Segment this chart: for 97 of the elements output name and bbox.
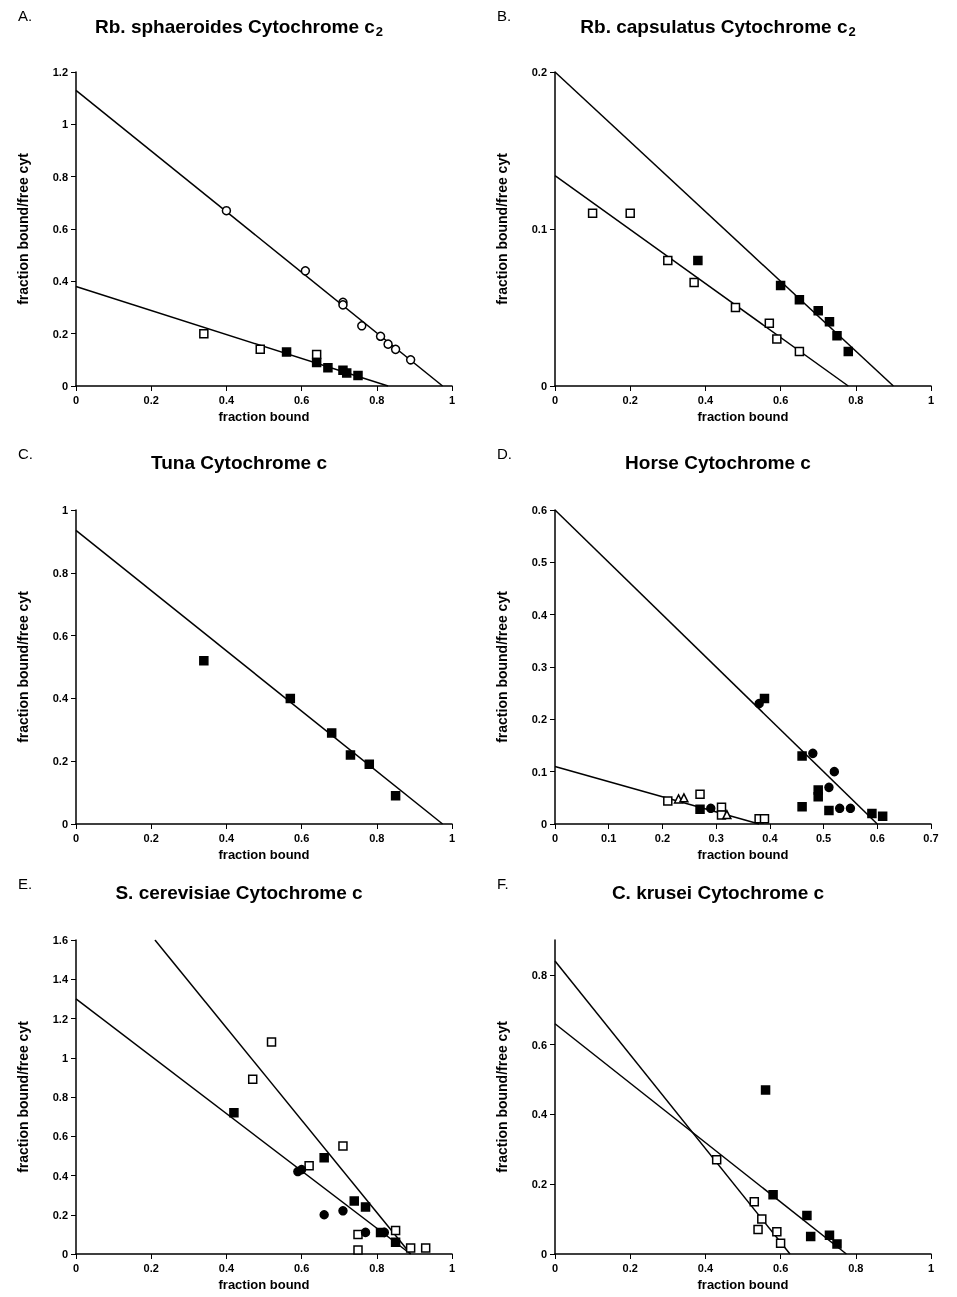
x-tick-label: 0.8 [369,831,385,844]
x-tick-label: 0.2 [143,831,159,844]
x-tick-label: 0.4 [218,1261,235,1274]
x-tick-label: 0.8 [848,393,864,406]
y-tick-label: 0 [61,380,68,392]
y-tick-label: 0 [540,818,547,830]
x-tick-label: 0.6 [772,1261,789,1274]
x-tick-label: 1 [448,831,456,844]
x-tick-label: 0.8 [369,393,385,406]
x-tick-label: 0.7 [923,831,939,844]
text: A. [18,7,33,24]
x-tick-label: 0.8 [369,1261,385,1274]
y-tick-label: 0.8 [531,968,547,981]
x-tick-label: 0.2 [143,1261,159,1274]
x-tick-label: 0.4 [697,1261,714,1274]
x-tick-label: 1 [927,1261,935,1274]
y-tick-label: 0.8 [52,1091,68,1103]
y-tick-label: 0.4 [531,608,548,621]
y-axis-title: fraction bound/free cyt [15,152,31,305]
y-tick-label: 1 [61,504,68,516]
y-tick-label: 1 [61,118,68,131]
x-tick-label: 0.6 [869,831,885,844]
x-tick-label: 0.4 [218,831,235,844]
x-tick-label: 0.1 [601,831,617,844]
y-tick-label: 0.4 [52,1169,69,1182]
y-tick-label: 0.4 [52,275,69,288]
y-tick-label: 0.1 [531,223,547,235]
y-tick-label: 1.4 [52,973,69,986]
y-tick-label: 0.6 [52,223,68,235]
x-tick-label: 0.8 [848,1261,864,1274]
x-tick-label: 1 [927,393,935,406]
x-axis-title: fraction bound [218,1277,310,1292]
y-tick-label: 0.1 [531,765,547,778]
y-tick-label: 0 [61,818,68,830]
x-tick-label: 0.4 [218,393,235,406]
y-tick-label: 0.3 [531,661,547,673]
x-tick-label: 0.4 [697,393,714,406]
y-tick-label: 0.6 [52,629,68,642]
y-tick-label: 0.2 [531,1178,547,1191]
y-tick-label: 1.6 [52,934,68,946]
x-tick-label: 0 [551,831,559,844]
x-tick-label: 0 [72,831,80,844]
y-tick-label: 0.2 [531,66,547,78]
x-tick-label: 0.6 [293,1261,310,1274]
text: C. [18,445,33,462]
x-tick-label: 0 [551,1261,559,1274]
x-tick-label: 0.2 [143,393,159,406]
y-tick-label: 0.2 [531,713,547,726]
text: B. [497,7,512,24]
chart-title: S. cerevisiae Cytochrome c [115,882,363,903]
y-tick-label: 0 [61,1248,68,1260]
y-tick-label: 1 [61,1051,68,1064]
chart-title: Horse Cytochrome c [625,452,812,473]
y-tick-label: 0 [540,380,547,392]
y-tick-label: 0.5 [531,556,547,569]
y-tick-label: 0.6 [531,1038,547,1051]
y-tick-label: 0.4 [52,692,69,705]
y-axis-title: fraction bound/free cyt [494,152,510,305]
chart-title: C. krusei Cytochrome c [611,882,825,903]
x-tick-label: 0 [72,1261,80,1274]
x-axis-title: fraction bound [697,409,789,424]
text: F. [497,875,509,892]
x-tick-label: 0.6 [293,831,310,844]
y-tick-label: 0.6 [52,1130,68,1143]
y-tick-label: 1.2 [52,66,68,78]
y-tick-label: 1.2 [52,1012,68,1025]
y-axis-title: fraction bound/free cyt [494,1020,510,1173]
x-tick-label: 0.6 [293,393,310,406]
y-tick-label: 0.8 [52,566,68,579]
x-axis-title: fraction bound [697,847,789,862]
x-tick-label: 1 [448,393,456,406]
y-tick-label: 0.4 [531,1108,548,1121]
x-tick-label: 0.2 [654,831,671,844]
x-tick-label: 0.6 [772,393,789,406]
x-tick-label: 0.5 [815,831,832,844]
x-tick-label: 0.3 [708,831,724,844]
y-tick-label: 0.2 [52,327,68,340]
x-tick-label: 0.4 [762,831,779,844]
x-tick-label: 0 [551,393,559,406]
y-tick-label: 0.2 [52,755,68,768]
y-tick-label: 0.2 [52,1208,68,1221]
x-axis-title: fraction bound [218,409,310,424]
x-tick-label: 0 [72,393,80,406]
x-tick-label: 0.2 [622,1261,638,1274]
text: D. [497,445,512,462]
y-axis-title: fraction bound/free cyt [15,1020,31,1173]
y-tick-label: 0.6 [531,504,547,516]
x-axis-title: fraction bound [697,1277,789,1292]
y-axis-title: fraction bound/free cyt [15,590,31,743]
y-tick-label: 0 [540,1248,547,1260]
chart-title: Tuna Cytochrome c [151,452,328,473]
text: E. [18,875,33,892]
x-tick-label: 1 [448,1261,456,1274]
x-tick-label: 0.2 [622,393,638,406]
y-axis-title: fraction bound/free cyt [494,590,510,743]
x-axis-title: fraction bound [218,847,310,862]
y-tick-label: 0.8 [52,170,68,183]
